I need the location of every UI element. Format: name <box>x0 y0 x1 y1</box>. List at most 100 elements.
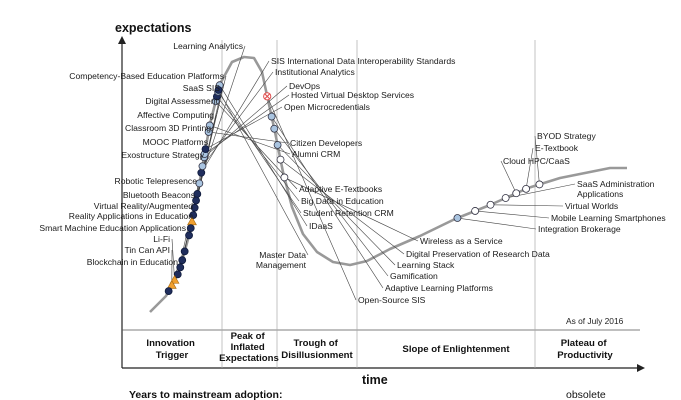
leader-virtual-worlds <box>490 204 564 207</box>
marker-exostructure-strategy <box>185 231 193 240</box>
y-axis-label: expectations <box>115 21 191 35</box>
marker-open-source-sis <box>263 92 272 101</box>
marker-virtual-reality-augmented-reality-applications-in-education <box>176 263 185 272</box>
marker-institutional-analytics <box>198 162 207 171</box>
label-li-fi: Li-Fi <box>153 234 170 244</box>
leader-student-retention-crm <box>217 91 302 214</box>
label-byod-strategy: BYOD Strategy <box>537 131 596 141</box>
leader-lines <box>168 45 576 301</box>
label-adaptive-e-textbooks: Adaptive E-Textbooks <box>299 184 382 194</box>
label-virtual-worlds: Virtual Worlds <box>565 201 618 211</box>
label-cloud-hpc-caas: Cloud HPC/CaaS <box>503 156 570 166</box>
label-alumni-crm: Alumni CRM <box>292 149 340 159</box>
leader-integration-brokerage <box>457 217 537 230</box>
leader-adaptive-learning-platforms <box>271 116 384 289</box>
label-saas-administration-applications: SaaS Administration Applications <box>577 179 655 199</box>
marker-robotic-telepresence <box>180 247 189 256</box>
label-smart-machine-education-applications: Smart Machine Education Applications <box>39 223 186 233</box>
leader-gamification <box>274 128 389 277</box>
marker-digital-assessment <box>190 203 199 212</box>
marker-learning-stack <box>273 141 282 149</box>
leader-e-textbook <box>525 147 534 189</box>
marker-mobile-learning-smartphones <box>471 207 480 215</box>
marker-cloud-hpc-caas <box>512 189 521 198</box>
marker-mooc-platforms <box>186 224 195 233</box>
leader-wireless-as-a-service <box>284 177 419 242</box>
marker-wireless-as-a-service <box>280 173 289 182</box>
marker-integration-brokerage <box>453 214 462 222</box>
marker-open-microcredentials <box>201 145 210 154</box>
label-hosted-virtual-desktop-services: Hosted Virtual Desktop Services <box>291 90 414 100</box>
marker-tin-can-api <box>166 280 177 289</box>
marker-saas-sis <box>192 196 200 205</box>
marker-gamification <box>270 124 279 133</box>
label-competency-based-education-platforms: Competency-Based Education Platforms <box>69 71 224 81</box>
label-robotic-telepresence: Robotic Telepresence <box>115 176 198 186</box>
label-student-retention-crm: Student Retention CRM <box>303 208 394 218</box>
marker-saas-administration-applications <box>501 194 510 202</box>
label-classroom-3d-printing: Classroom 3D Printing <box>125 123 211 133</box>
marker-alumni-crm <box>205 121 214 130</box>
marker-affective-computing <box>189 211 198 220</box>
label-mooc-platforms: MOOC Platforms <box>143 137 208 147</box>
label-saas-sis: SaaS SIS <box>183 83 221 93</box>
label-institutional-analytics: Institutional Analytics <box>275 67 355 77</box>
label-e-textbook: E-Textbook <box>535 143 579 153</box>
label-open-source-sis: Open-Source SIS <box>358 295 426 305</box>
marker-blockchain-in-education <box>164 287 173 296</box>
y-axis-arrow <box>118 36 126 44</box>
label-learning-analytics: Learning Analytics <box>173 41 243 51</box>
marker-adaptive-learning-platforms <box>267 112 276 121</box>
leader-hosted-virtual-desktop-services <box>204 94 290 155</box>
legend-obsolete-label: obsolete <box>566 389 606 400</box>
phase-peak: Peak of Inflated Expectations <box>219 331 279 364</box>
leader-devops <box>203 85 288 158</box>
marker-bluetooth-beacons <box>178 256 187 265</box>
label-exostructure-strategy: Exostructure Strategy <box>121 150 204 160</box>
label-blockchain-in-education: Blockchain in Education <box>87 257 178 267</box>
label-learning-stack: Learning Stack <box>397 260 455 270</box>
label-integration-brokerage: Integration Brokerage <box>538 224 621 234</box>
marker-sis-international-data-interoperability-standards <box>197 168 206 177</box>
leader-digital-preservation-of-research-data <box>280 159 405 255</box>
leader-byod-strategy <box>534 135 540 185</box>
label-bluetooth-beacons: Bluetooth Beacons <box>123 190 195 200</box>
label-master-data-management: Master Data Management <box>256 250 307 270</box>
phase-innovation-trigger: Innovation Trigger <box>146 338 197 361</box>
x-axis-arrow <box>637 364 645 372</box>
label-idaas: IDaaS <box>309 221 333 231</box>
label-gamification: Gamification <box>390 271 438 281</box>
marker-master-data-management <box>214 86 223 94</box>
marker-learning-analytics <box>195 179 204 188</box>
leader-cloud-hpc-caas <box>500 160 517 194</box>
leader-idaas <box>219 85 308 227</box>
legend-title: Years to mainstream adoption: <box>129 389 282 400</box>
marker-e-textbook <box>522 184 530 193</box>
label-virtual-reality-augmented-reality-applications-in-education: Virtual Reality/Augmented Reality Applica… <box>69 201 193 221</box>
label-wireless-as-a-service: Wireless as a Service <box>420 236 503 246</box>
leader-big-data-in-education <box>216 96 300 202</box>
marker-virtual-worlds <box>486 200 495 209</box>
label-sis-international-data-interoperability-standards: SIS International Data Interoperability … <box>271 56 455 66</box>
label-digital-assessment: Digital Assessment <box>145 96 218 106</box>
label-affective-computing: Affective Computing <box>137 110 214 120</box>
leader-institutional-analytics <box>202 71 274 167</box>
leader-mobile-learning-smartphones <box>475 210 550 219</box>
technology-labels: Learning Analytics SIS International Data… <box>39 41 665 305</box>
label-adaptive-learning-platforms: Adaptive Learning Platforms <box>385 283 493 293</box>
phase-plateau: Plateau of Productivity <box>557 338 613 361</box>
label-digital-preservation-of-research-data: Digital Preservation of Research Data <box>406 249 550 259</box>
label-big-data-in-education: Big Data in Education <box>301 196 384 206</box>
marker-digital-preservation-of-research-data <box>276 155 285 164</box>
leader-learning-stack <box>277 144 396 266</box>
phase-slope: Slope of Enlightenment <box>402 344 510 355</box>
label-devops: DevOps <box>289 81 320 91</box>
label-mobile-learning-smartphones: Mobile Learning Smartphones <box>551 213 666 223</box>
label-citizen-developers: Citizen Developers <box>290 138 362 148</box>
marker-byod-strategy <box>535 180 544 189</box>
leader-alumni-crm <box>209 125 291 155</box>
label-tin-can-api: Tin Can API <box>124 245 170 255</box>
as-of-date: As of July 2016 <box>566 316 624 326</box>
leader-master-data-management <box>218 89 309 256</box>
